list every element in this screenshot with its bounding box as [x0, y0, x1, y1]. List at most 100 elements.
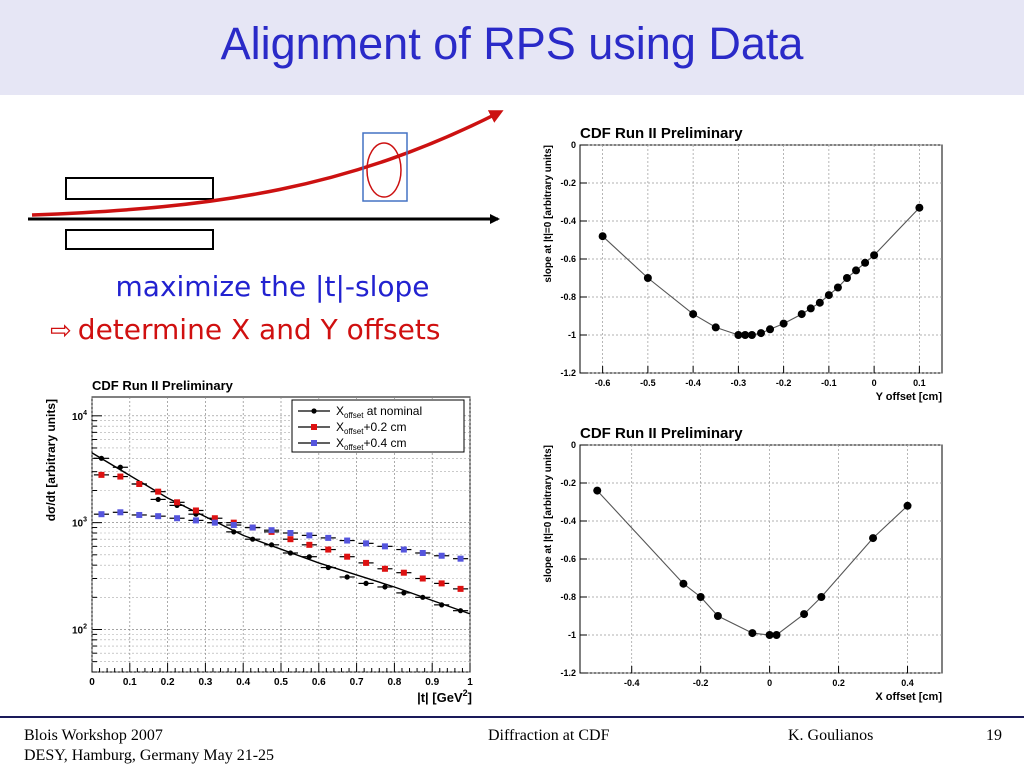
data-point: [833, 283, 842, 292]
data-point: [741, 331, 750, 339]
legend-marker: [311, 408, 317, 414]
data-point: [696, 593, 705, 601]
upper-pot-rectangle: [65, 177, 214, 200]
data-point: [381, 543, 388, 550]
x-offset-slope-chart: -0.4 -0.2 0 0.2 0.4 0 -0.2 -0.4 -0.6 -0.8 -1 -1.2 CD…: [535, 417, 955, 707]
y-offset-slope-chart: -0.6 -0.5 -0.4 -0.3 -0.2 -0.1 0 0.1 0 -0.2 -0.4 -0.…: [535, 117, 955, 407]
legend-label: Xoffset+0.4 cm: [336, 436, 406, 452]
data-point: [155, 496, 161, 503]
data-point: [250, 536, 256, 542]
y-axis-label: slope at |t|=0 [arbitrary units]: [543, 145, 554, 283]
data-point: [870, 251, 879, 260]
x-axis-label: Y offset [cm]: [876, 391, 943, 403]
x-tick-label: 0: [89, 677, 95, 688]
x-axis-label: X offset [cm]: [875, 691, 942, 703]
data-point: [842, 274, 851, 282]
data-point: [817, 593, 826, 601]
data-point: [192, 517, 199, 524]
data-point: [401, 590, 407, 596]
data-point: [419, 575, 426, 582]
x-tick-label: -0.2: [776, 378, 792, 388]
y-tick-label: -0.4: [560, 516, 576, 526]
data-point: [136, 481, 143, 488]
data-point: [174, 499, 181, 506]
y-tick-label: -0.6: [560, 254, 576, 264]
data-point: [306, 532, 313, 539]
data-point: [869, 534, 878, 543]
x-tick-label: 0.7: [350, 677, 364, 688]
y-tick-label: 103: [72, 517, 87, 530]
data-point: [98, 511, 105, 518]
data-point: [824, 291, 833, 300]
data-point: [325, 564, 331, 571]
y-tick-label: -0.2: [560, 478, 576, 488]
chart-title: CDF Run II Preliminary: [580, 425, 743, 442]
x-tick-label: -0.2: [693, 678, 709, 688]
data-point: [400, 569, 407, 576]
chart-title: CDF Run II Preliminary: [92, 378, 234, 393]
y-tick-label: -0.4: [560, 216, 576, 226]
data-point: [287, 536, 294, 543]
data-point: [363, 580, 369, 587]
x-tick-label: 0.4: [901, 678, 914, 688]
legend-label: Xoffset at nominal: [336, 404, 422, 420]
data-point: [457, 608, 464, 614]
y-tick-label: -0.8: [560, 592, 576, 602]
x-tick-label: 0.1: [913, 378, 926, 388]
data-point: [98, 471, 105, 478]
data-point: [815, 298, 824, 307]
x-tick-label: -0.6: [595, 378, 611, 388]
data-point: [363, 540, 370, 547]
caption-determine-offsets: ⇨ determine X and Y offsets: [50, 313, 520, 348]
data-point: [457, 555, 464, 562]
data-point: [598, 232, 607, 241]
data-point: [268, 527, 275, 534]
y-tick-label: -1.2: [560, 368, 576, 378]
lower-pot-rectangle: [65, 229, 214, 250]
data-point: [772, 631, 781, 639]
y-tick-label: -0.6: [560, 554, 576, 564]
roman-pot-detector-box: [362, 132, 408, 202]
dsigma-dt-chart: 104 103 102 0 0.1 0.2 0.3 0.4 0.5 0.6 0.7 0.8 0.9 1 CD…: [40, 375, 485, 710]
acceptance-ellipse: [366, 142, 402, 198]
data-point: [779, 319, 788, 328]
data-point: [679, 579, 688, 588]
x-axis-label: |t| [GeV2]: [417, 688, 472, 705]
data-point: [174, 515, 181, 522]
caption-maximize-slope: maximize the |t|-slope: [115, 270, 430, 303]
y-axis-label: slope at |t|=0 [arbitrary units]: [543, 445, 554, 583]
data-point: [757, 329, 765, 338]
x-tick-label: -0.4: [685, 378, 701, 388]
data-point: [797, 310, 806, 319]
data-point: [98, 455, 105, 461]
data-point: [344, 553, 351, 560]
data-point: [711, 323, 720, 332]
data-point: [420, 594, 426, 600]
x-tick-label: 0.2: [832, 678, 845, 688]
data-point: [363, 559, 370, 566]
x-tick-label: 0.4: [236, 677, 250, 688]
data-point: [230, 522, 237, 529]
footer-divider: [0, 716, 1024, 718]
data-point: [400, 546, 407, 553]
y-tick-label: 0: [571, 440, 576, 450]
data-point: [438, 580, 445, 587]
footer-event: Blois Workshop 2007: [24, 727, 163, 744]
data-point: [381, 565, 388, 572]
fit-curve: [91, 452, 471, 615]
y-axis-label: dσ/dt [arbitrary units]: [44, 399, 58, 521]
data-point: [268, 542, 275, 548]
data-point: [117, 509, 124, 516]
data-point: [903, 501, 912, 510]
scattered-proton-trajectory: [31, 110, 504, 217]
y-tick-label: -1: [568, 330, 576, 340]
data-point: [689, 310, 698, 319]
x-tick-label: -0.3: [731, 378, 747, 388]
legend-marker: [311, 440, 317, 446]
data-point: [325, 546, 332, 553]
legend-marker: [311, 424, 317, 430]
x-tick-label: 0.1: [123, 677, 137, 688]
data-point: [211, 515, 218, 522]
data-point: [766, 325, 775, 334]
data-point: [211, 519, 218, 526]
